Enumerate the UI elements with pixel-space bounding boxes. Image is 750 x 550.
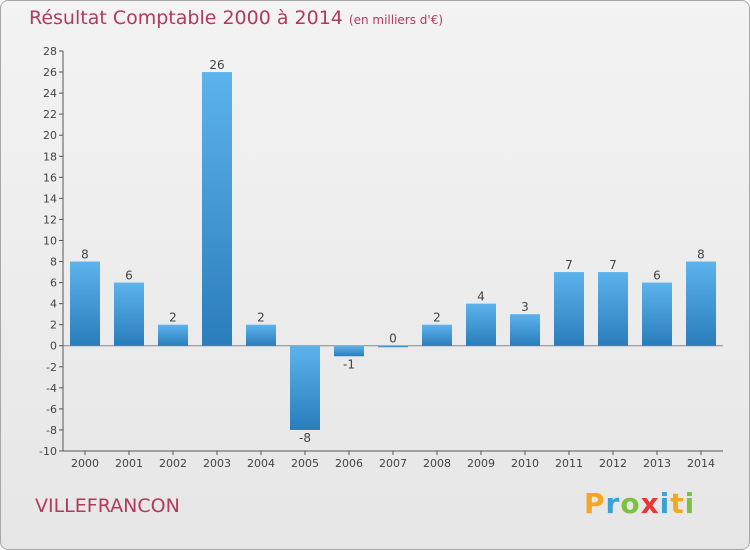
logo-letter: o (620, 487, 641, 520)
y-tick-label: -4 (46, 382, 57, 395)
data-label-2010: 3 (521, 300, 529, 314)
logo-letter: i (684, 487, 696, 520)
x-tick-label: 2009 (467, 457, 495, 470)
x-tick-label: 2008 (423, 457, 451, 470)
y-tick-label: -10 (39, 445, 57, 458)
bar-2001 (114, 282, 144, 346)
x-tick-label: 2002 (159, 457, 187, 470)
x-tick-label: 2011 (555, 457, 583, 470)
logo-letter: t (670, 487, 685, 520)
y-tick-label: 18 (43, 150, 57, 163)
title-text: Résultat Comptable 2000 à 2014 (29, 7, 343, 29)
data-label-2007: 0 (389, 332, 397, 346)
x-tick-label: 2004 (247, 457, 275, 470)
y-tick-label: 2 (50, 319, 57, 332)
x-tick-label: 2012 (599, 457, 627, 470)
bar-2014 (686, 261, 716, 346)
bar-2004 (246, 324, 276, 346)
bar-2009 (466, 303, 496, 346)
proxiti-logo: Proxiti (584, 487, 695, 520)
bar-2008 (422, 324, 452, 346)
x-tick-label: 2006 (335, 457, 363, 470)
data-label-2012: 7 (609, 258, 617, 272)
unit-text: (en milliers d'€) (348, 13, 444, 27)
bar-2011 (554, 272, 584, 346)
y-tick-label: -8 (46, 424, 57, 437)
x-tick-label: 2013 (643, 457, 671, 470)
y-tick-label: -6 (46, 403, 57, 416)
x-tick-label: 2014 (687, 457, 715, 470)
data-label-2000: 8 (81, 248, 89, 262)
chart-title: Résultat Comptable 2000 à 2014 (en millie… (29, 7, 443, 29)
bar-2005 (290, 345, 320, 430)
y-tick-label: 6 (50, 277, 57, 290)
logo-letter: r (605, 487, 621, 520)
data-label-2014: 8 (697, 248, 705, 262)
x-tick-label: 2007 (379, 457, 407, 470)
y-tick-label: -2 (46, 361, 57, 374)
data-label-2002: 2 (169, 311, 177, 325)
data-label-2009: 4 (477, 290, 485, 304)
bar-2012 (598, 272, 628, 346)
x-tick-label: 2001 (115, 457, 143, 470)
y-tick-label: 4 (50, 298, 57, 311)
y-tick-label: 20 (43, 129, 57, 142)
x-tick-label: 2003 (203, 457, 231, 470)
bar-2006 (334, 345, 364, 357)
data-label-2004: 2 (257, 311, 265, 325)
y-tick-label: 8 (50, 256, 57, 269)
y-tick-label: 12 (43, 213, 57, 226)
bar-2007 (378, 345, 408, 348)
y-tick-label: 24 (43, 87, 57, 100)
bar-2013 (642, 282, 672, 346)
x-tick-label: 2005 (291, 457, 319, 470)
y-tick-label: 0 (50, 340, 57, 353)
y-tick-label: 10 (43, 234, 57, 247)
y-tick-label: 26 (43, 66, 57, 79)
data-label-2006: -1 (343, 357, 355, 371)
data-label-2005: -8 (299, 431, 311, 445)
data-label-2008: 2 (433, 311, 441, 325)
logo-letter: i (659, 487, 671, 520)
y-tick-label: 14 (43, 192, 57, 205)
data-label-2003: 26 (209, 58, 224, 72)
y-tick-label: 28 (43, 45, 57, 58)
x-tick-label: 2000 (71, 457, 99, 470)
data-label-2013: 6 (653, 269, 661, 283)
bar-2002 (158, 324, 188, 346)
data-label-2001: 6 (125, 269, 133, 283)
logo-letter: x (640, 487, 660, 520)
y-tick-label: 22 (43, 108, 57, 121)
y-tick-label: 16 (43, 171, 57, 184)
bar-2010 (510, 314, 540, 346)
bar-2000 (70, 261, 100, 346)
bar-2003 (202, 72, 232, 346)
logo-letter: P (584, 487, 606, 520)
x-tick-label: 2010 (511, 457, 539, 470)
commune-name: VILLEFRANCON (35, 495, 180, 517)
data-label-2011: 7 (565, 258, 573, 272)
